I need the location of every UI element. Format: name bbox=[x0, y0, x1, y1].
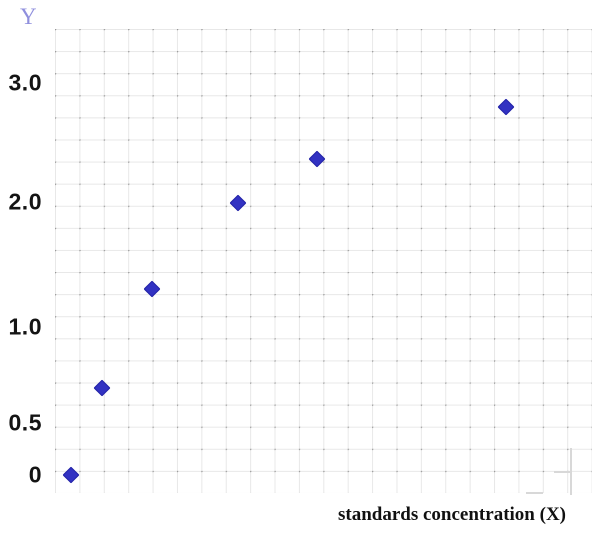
y-axis-title: Y bbox=[20, 4, 37, 29]
y-tick-label: 2.0 bbox=[8, 188, 42, 215]
data-point-diamond bbox=[62, 466, 80, 484]
x-axis-title: standards concentration (X) bbox=[338, 504, 566, 525]
data-point-diamond bbox=[93, 379, 111, 397]
watermark-mark-horizontal-lower bbox=[526, 492, 543, 494]
y-tick-label: 0.5 bbox=[8, 409, 42, 436]
data-point-diamond bbox=[497, 98, 515, 116]
y-tick-label: 3.0 bbox=[8, 69, 42, 96]
y-tick-label: 1.0 bbox=[8, 313, 42, 340]
data-point-diamond bbox=[229, 194, 247, 212]
y-tick-labels: 3.0 2.0 1.0 0.5 0 bbox=[0, 29, 42, 493]
data-point-diamond bbox=[143, 280, 161, 298]
data-point-diamond bbox=[308, 150, 326, 168]
y-tick-label: 0 bbox=[28, 461, 42, 488]
watermark-mark-horizontal-upper bbox=[554, 471, 571, 473]
watermark-mark-vertical bbox=[570, 448, 572, 495]
plot-area bbox=[55, 29, 592, 495]
